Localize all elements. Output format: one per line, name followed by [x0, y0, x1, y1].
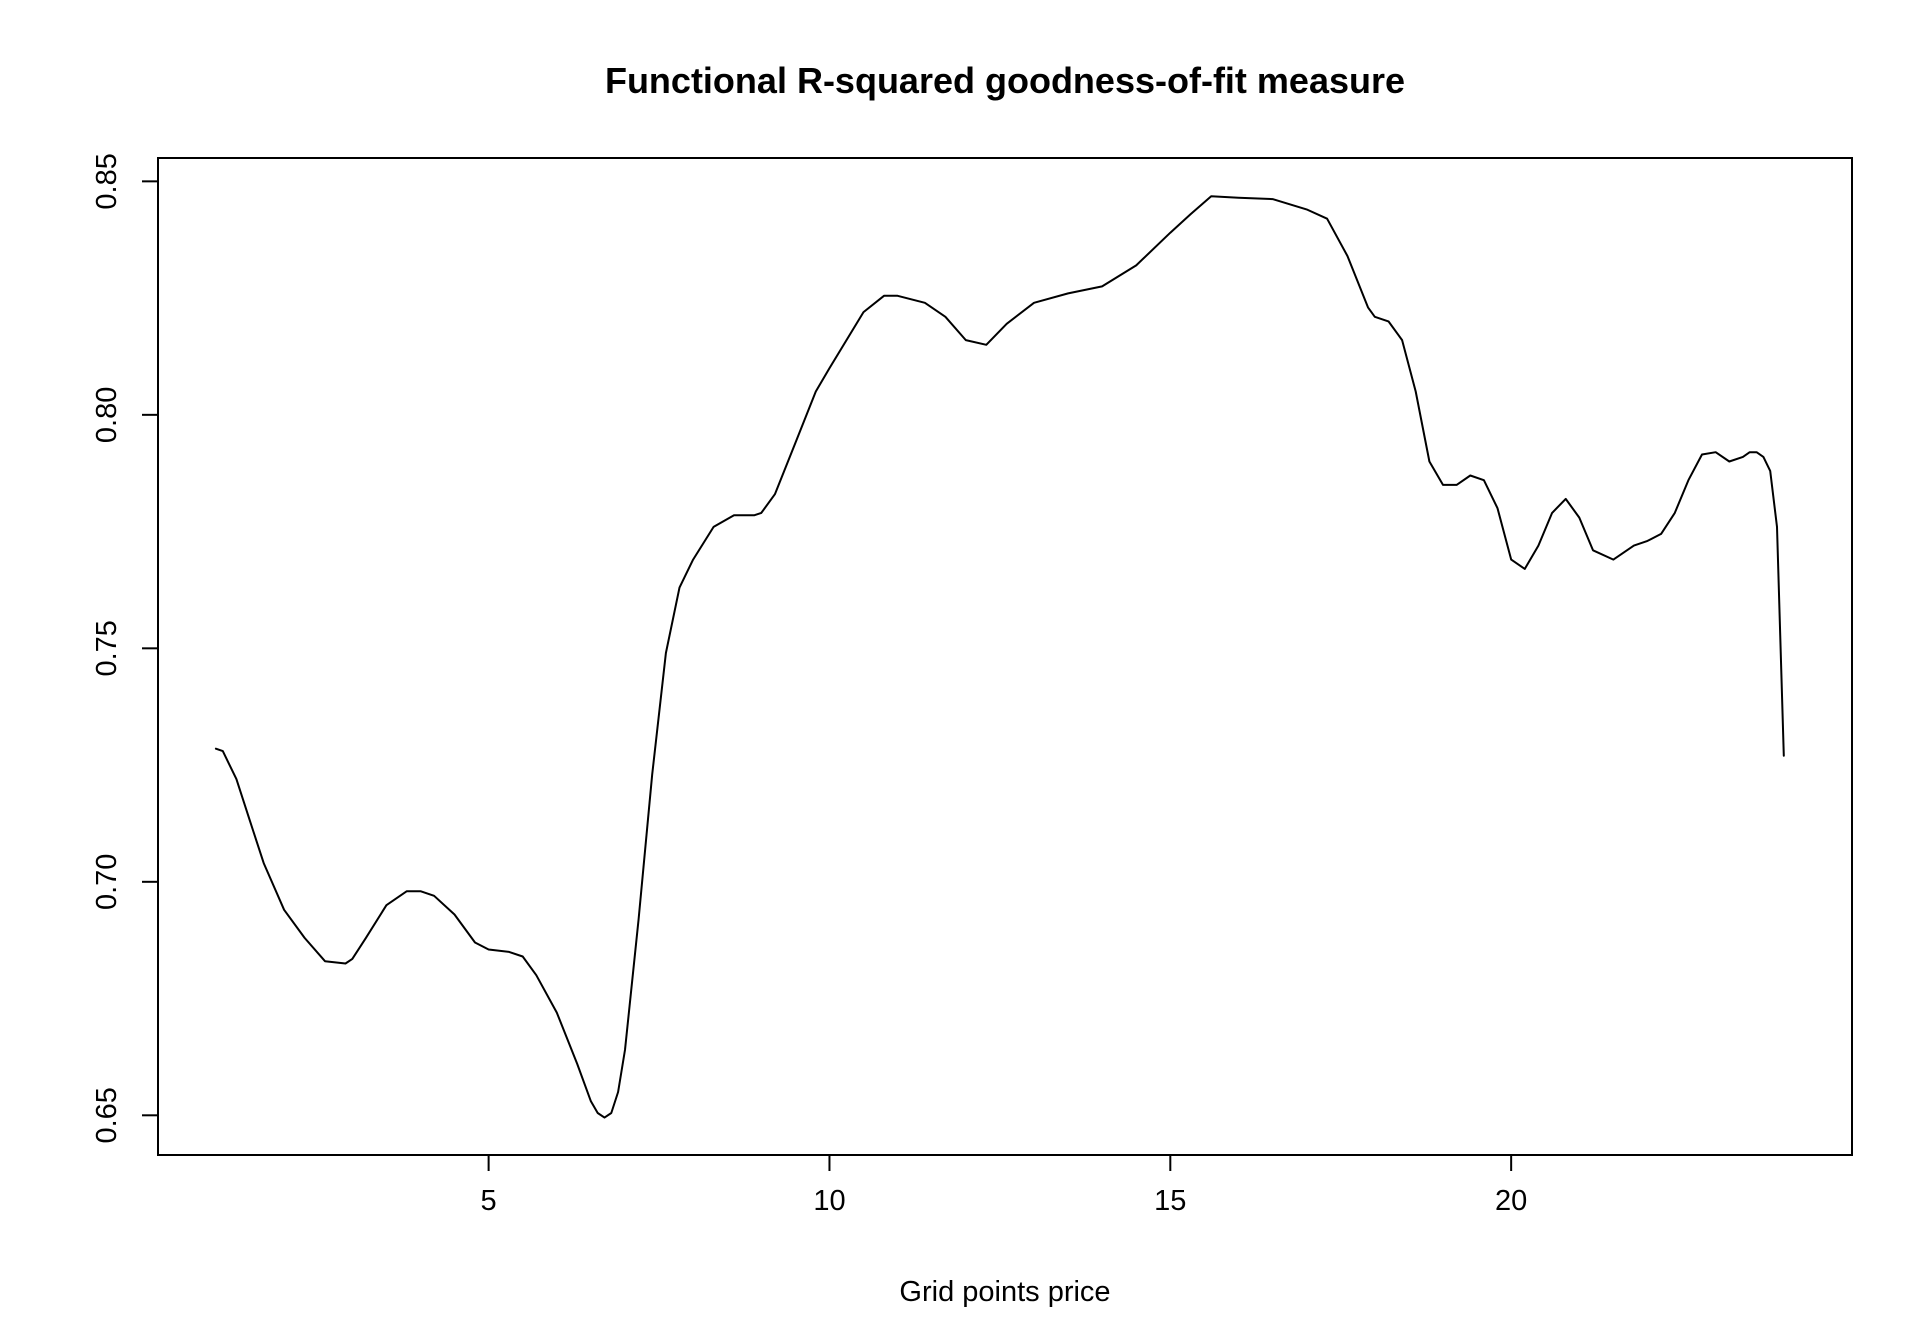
y-axis: 0.65 0.70 0.75 0.80 0.85 [91, 153, 159, 1144]
x-tick-label: 15 [1154, 1185, 1186, 1217]
y-tick-label: 0.80 [91, 387, 123, 443]
x-axis: 5 10 15 20 [481, 1154, 1527, 1217]
x-tick-label: 20 [1495, 1185, 1527, 1217]
y-tick-label: 0.70 [91, 854, 123, 910]
series-layer [214, 195, 1785, 1119]
y-tick-label: 0.75 [91, 620, 123, 676]
y-tick-label: 0.85 [91, 153, 123, 209]
series-line-0 [214, 195, 1785, 1119]
x-tick-label: 10 [813, 1185, 845, 1217]
x-axis-label: Grid points price [899, 1276, 1110, 1308]
plot-frame [157, 157, 1853, 1156]
chart-title: Functional R-squared goodness-of-fit mea… [605, 60, 1405, 101]
x-tick-label: 5 [481, 1185, 497, 1217]
y-tick-label: 0.65 [91, 1087, 123, 1143]
